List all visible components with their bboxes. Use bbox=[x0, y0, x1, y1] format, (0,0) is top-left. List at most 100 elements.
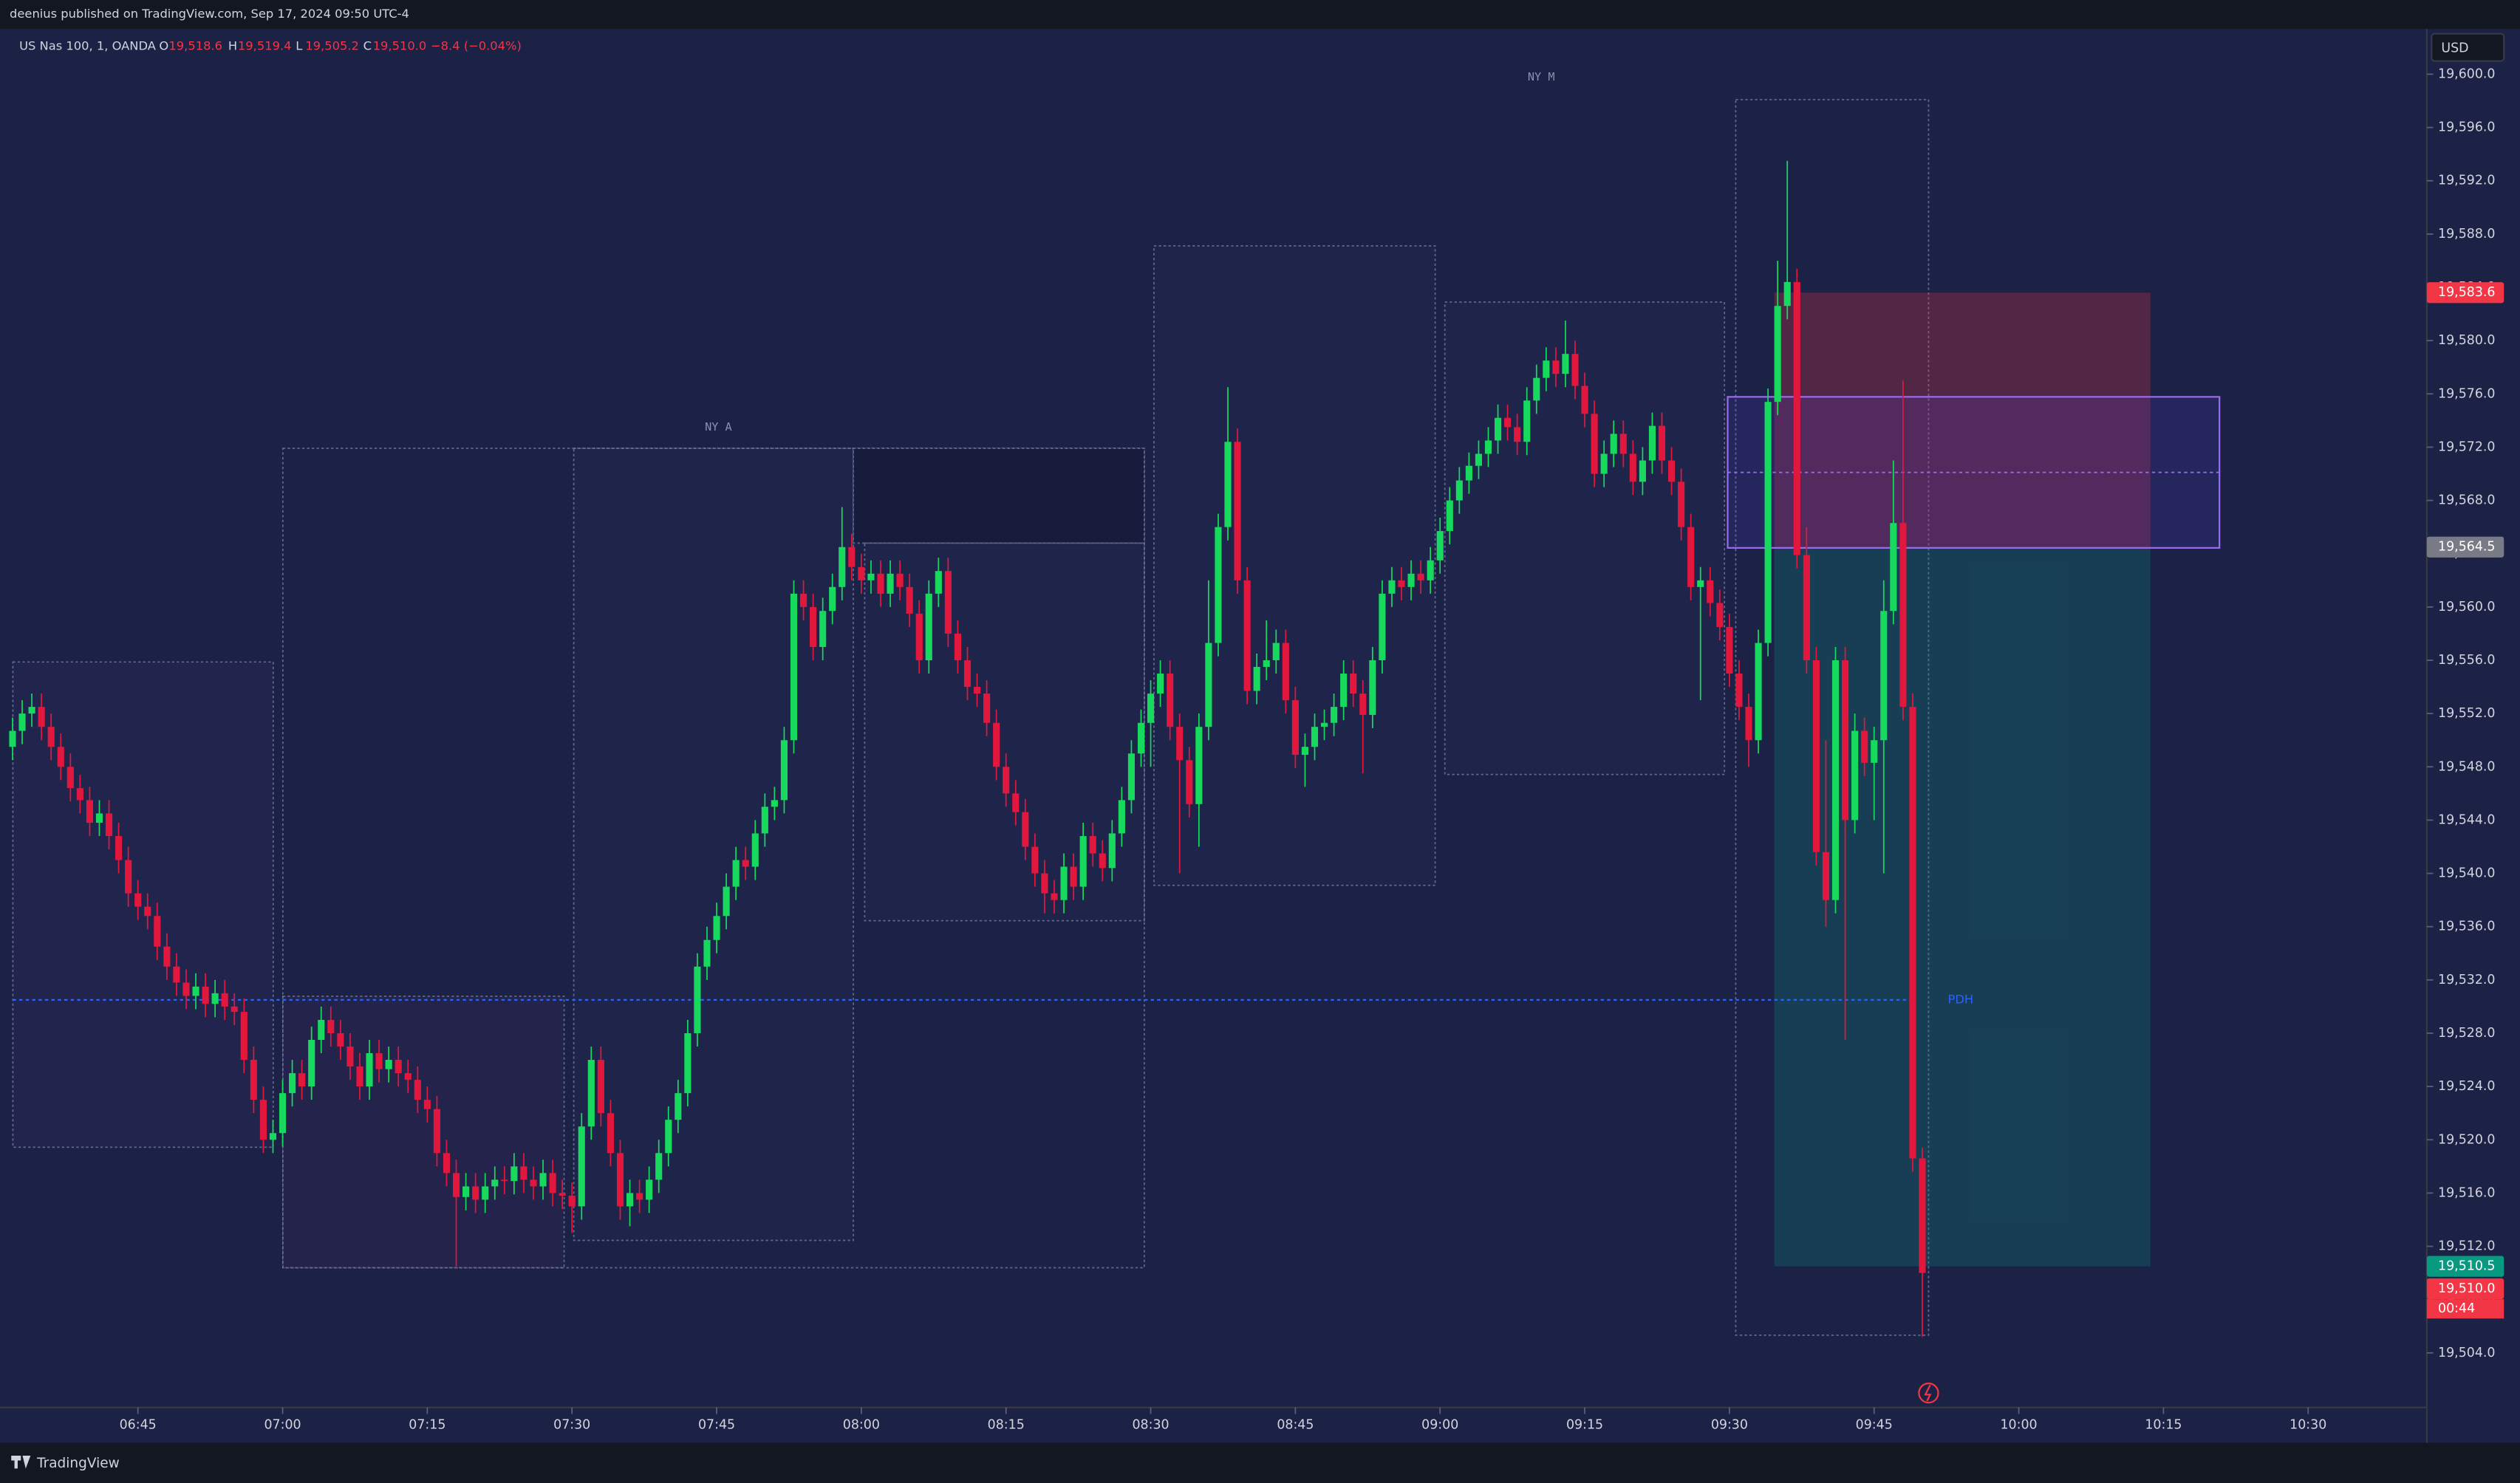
x-tick-label: 08:30 bbox=[1132, 1418, 1169, 1433]
candle-body bbox=[694, 966, 701, 1033]
candle-body bbox=[1899, 523, 1907, 708]
candle-body bbox=[221, 993, 228, 1007]
candle-body bbox=[443, 1153, 451, 1174]
candle-body bbox=[66, 767, 74, 789]
candle-body bbox=[1167, 674, 1174, 727]
session-box bbox=[12, 661, 274, 1148]
candle-body bbox=[1716, 603, 1724, 627]
session-label: NY A bbox=[705, 420, 732, 434]
session-box bbox=[1735, 99, 1930, 1336]
candle-body bbox=[1099, 853, 1106, 869]
candle-body bbox=[944, 571, 952, 634]
candle-body bbox=[404, 1073, 412, 1080]
y-tick-label: 19,544.0 bbox=[2438, 812, 2495, 827]
alert-icon[interactable] bbox=[1918, 1383, 1939, 1404]
y-tick-label: 19,532.0 bbox=[2438, 973, 2495, 987]
candle-body bbox=[1465, 465, 1472, 481]
candle-body bbox=[1070, 866, 1077, 887]
session-label: NY M bbox=[1528, 70, 1555, 83]
y-tick-label: 19,568.0 bbox=[2438, 493, 2495, 508]
candle-body bbox=[1648, 425, 1656, 461]
candle-body bbox=[771, 800, 778, 807]
candle-body bbox=[1803, 555, 1810, 661]
legend-value: 19,510.0 bbox=[373, 39, 427, 53]
price-label: 19,583.6 bbox=[2438, 285, 2495, 300]
legend-key: O bbox=[159, 39, 168, 53]
x-tick-label: 07:00 bbox=[264, 1418, 301, 1433]
candle-body bbox=[366, 1053, 373, 1087]
candle-body bbox=[1871, 740, 1878, 763]
candle-body bbox=[1514, 427, 1521, 442]
x-tick-label: 09:45 bbox=[1856, 1418, 1893, 1433]
candle-body bbox=[587, 1060, 595, 1127]
y-tick-label: 19,524.0 bbox=[2438, 1079, 2495, 1094]
candle-body bbox=[1012, 793, 1020, 812]
candle-body bbox=[1562, 354, 1569, 374]
y-tick-label: 19,588.0 bbox=[2438, 227, 2495, 242]
candle-body bbox=[973, 687, 981, 694]
candle-body bbox=[259, 1100, 267, 1140]
legend-value: 19,505.2 bbox=[305, 39, 359, 53]
currency-button[interactable] bbox=[2431, 32, 2505, 62]
candle-body bbox=[993, 722, 1000, 767]
candle-body bbox=[38, 707, 45, 727]
candle-body bbox=[732, 860, 740, 887]
candle-body bbox=[1494, 417, 1502, 441]
price-label: 19,510.5 bbox=[2438, 1259, 2495, 1274]
candle-body bbox=[1003, 767, 1010, 794]
candle-body bbox=[1051, 893, 1058, 900]
candle-body bbox=[1697, 580, 1704, 587]
candle-body bbox=[1455, 480, 1463, 501]
candle-body bbox=[1783, 281, 1791, 306]
candle-body bbox=[1890, 523, 1897, 612]
x-tick-label: 08:00 bbox=[843, 1418, 880, 1433]
candle-body bbox=[1639, 460, 1646, 482]
candle-body bbox=[472, 1186, 479, 1200]
candle-body bbox=[1851, 730, 1859, 821]
candle-body bbox=[1774, 306, 1781, 403]
candle-body bbox=[1147, 693, 1155, 723]
candle-body bbox=[1591, 414, 1598, 474]
candle-body bbox=[1195, 727, 1203, 804]
candle-body bbox=[761, 806, 768, 834]
candle-body bbox=[1340, 674, 1348, 708]
candle-body bbox=[182, 982, 190, 996]
legend-value: 19,518.6 bbox=[168, 39, 222, 53]
countdown-box bbox=[2426, 1299, 2504, 1319]
candle-body bbox=[115, 836, 123, 860]
candle-body bbox=[173, 966, 180, 983]
candle-body bbox=[1436, 531, 1444, 561]
x-tick-label: 06:45 bbox=[120, 1418, 157, 1433]
y-tick-label: 19,504.0 bbox=[2438, 1346, 2495, 1360]
candle-body bbox=[1687, 527, 1695, 587]
candle-body bbox=[1301, 747, 1309, 756]
x-tick-label: 10:15 bbox=[2145, 1418, 2182, 1433]
candle-body bbox=[742, 860, 749, 867]
candle-body bbox=[665, 1120, 672, 1154]
candle-body bbox=[1427, 560, 1434, 580]
candle-body bbox=[799, 593, 807, 607]
candle-body bbox=[1253, 667, 1260, 691]
candle-body bbox=[559, 1193, 566, 1196]
x-tick-label: 09:30 bbox=[1711, 1418, 1748, 1433]
candle-body bbox=[1919, 1158, 1926, 1273]
price-label-box bbox=[2426, 1278, 2504, 1300]
candle-body bbox=[963, 660, 972, 688]
candle-body bbox=[231, 1006, 238, 1013]
candle-body bbox=[1291, 700, 1299, 756]
candle-body bbox=[684, 1032, 692, 1094]
candle-body bbox=[1764, 402, 1772, 643]
candle-body bbox=[568, 1195, 576, 1207]
candle-body bbox=[240, 1012, 247, 1061]
candle-body bbox=[1263, 660, 1270, 668]
candle-body bbox=[57, 747, 64, 767]
candle-body bbox=[1398, 580, 1405, 587]
candle-body bbox=[1215, 527, 1222, 643]
candle-body bbox=[1533, 377, 1540, 401]
target-zone bbox=[1774, 547, 2151, 1267]
candle-body bbox=[298, 1073, 306, 1087]
candle-body bbox=[1359, 693, 1367, 715]
currency[interactable]: USD bbox=[2441, 41, 2468, 55]
candle-body bbox=[1619, 434, 1627, 454]
